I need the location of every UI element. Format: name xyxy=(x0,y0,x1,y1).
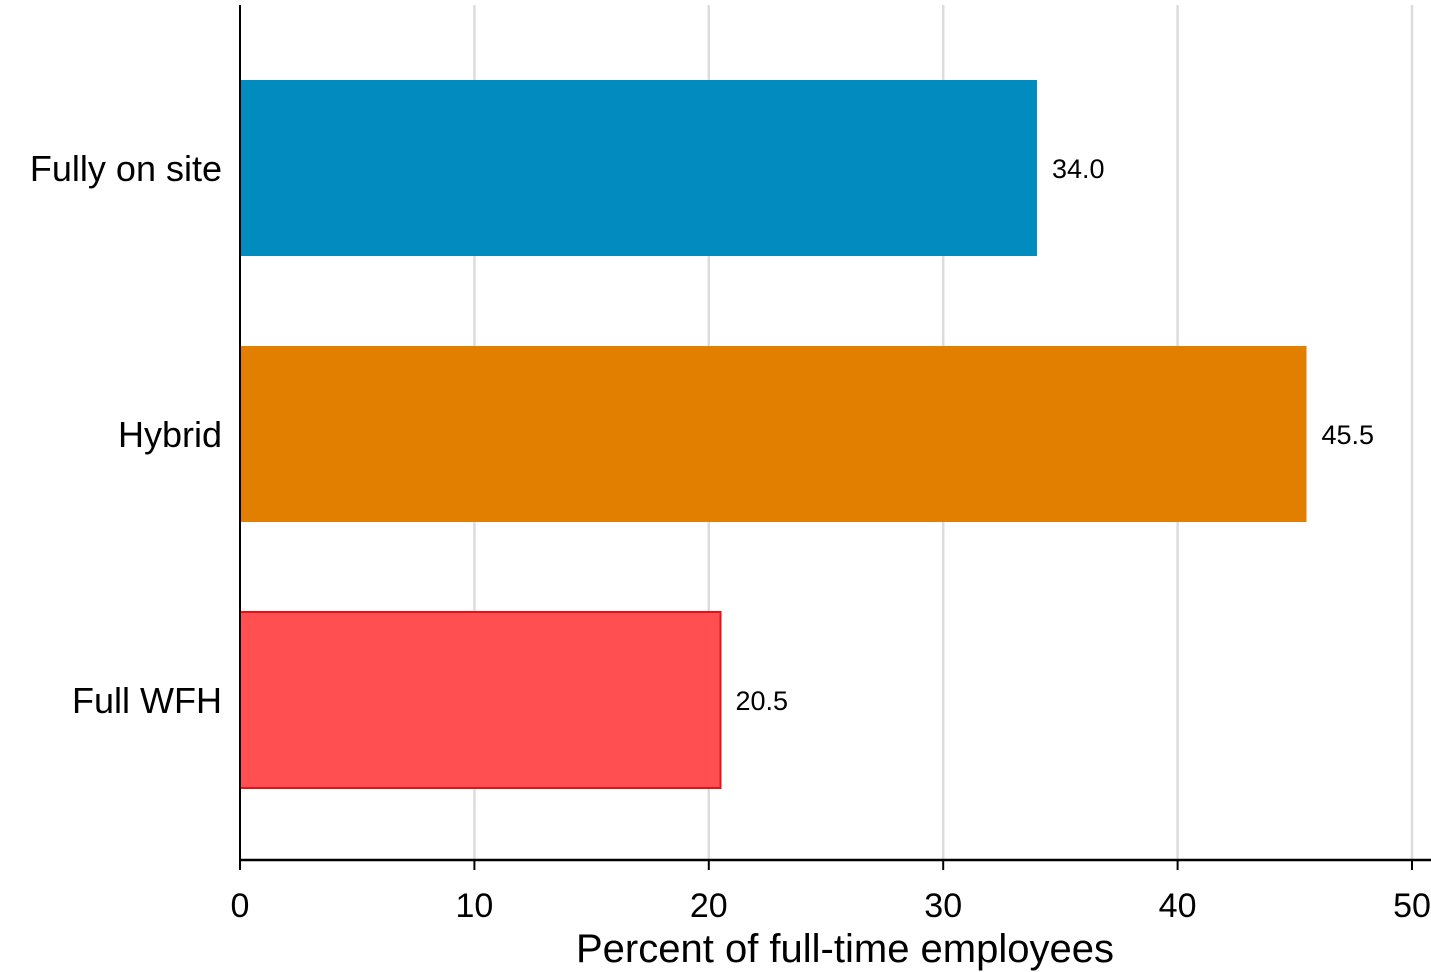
data-labels: 34.0 45.5 20.5 xyxy=(736,154,1375,716)
bars xyxy=(239,80,1307,789)
data-label: 34.0 xyxy=(1052,154,1105,184)
data-label: 20.5 xyxy=(736,686,789,716)
category-label: Hybrid xyxy=(118,414,222,455)
bar xyxy=(240,80,1037,256)
x-tick-label: 30 xyxy=(924,887,962,925)
axes xyxy=(239,5,1431,862)
category-label: Full WFH xyxy=(72,680,222,721)
x-ticks: 0 10 20 30 40 50 xyxy=(231,860,1431,925)
data-label: 45.5 xyxy=(1322,420,1375,450)
x-tick-label: 10 xyxy=(455,887,493,925)
category-label: Fully on site xyxy=(30,148,222,189)
category-labels: Fully on site Hybrid Full WFH xyxy=(30,148,222,721)
bar xyxy=(240,346,1307,522)
x-tick-label: 20 xyxy=(690,887,728,925)
x-axis-title: Percent of full-time employees xyxy=(576,927,1114,971)
x-tick-label: 40 xyxy=(1159,887,1197,925)
x-tick-label: 50 xyxy=(1393,887,1431,925)
bar xyxy=(239,611,722,789)
x-tick-label: 0 xyxy=(231,887,250,925)
